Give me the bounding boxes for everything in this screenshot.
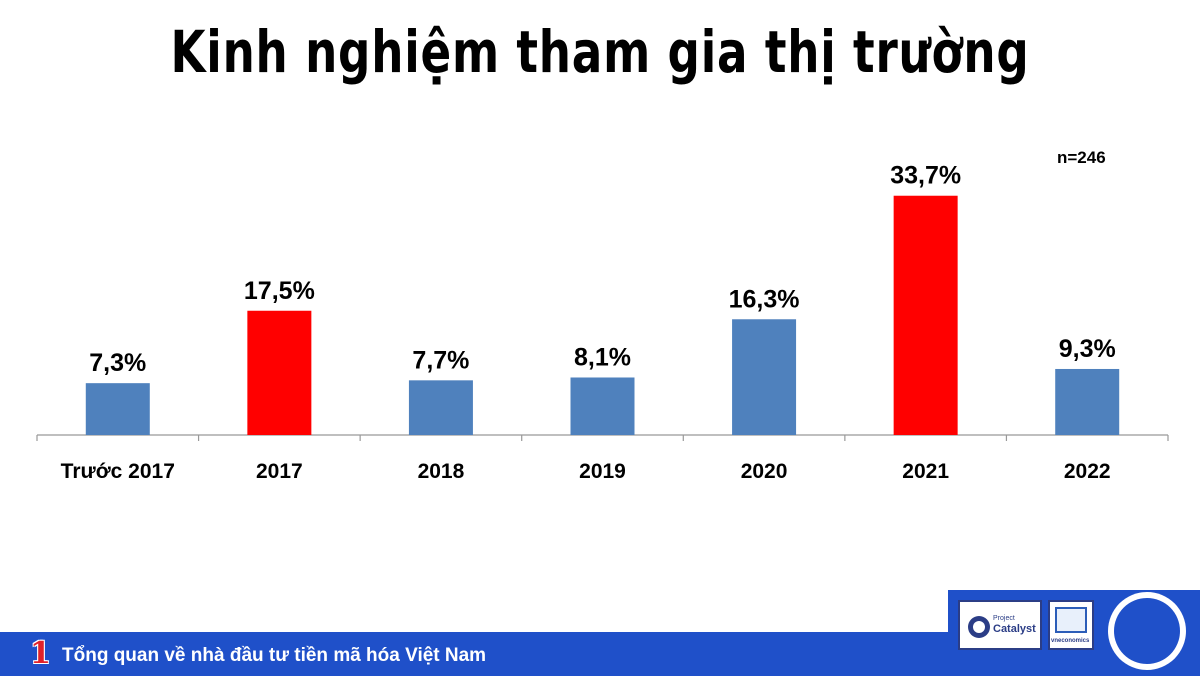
x-tick-label: 2017 xyxy=(256,460,303,483)
x-tick-label: 2019 xyxy=(579,460,626,483)
section-number: 1 xyxy=(30,636,51,671)
x-tick-label: 2020 xyxy=(741,460,788,483)
x-tick-label: 2018 xyxy=(418,460,465,483)
data-label: 7,7% xyxy=(412,346,469,374)
project-catalyst-logo: Project Catalyst xyxy=(958,600,1042,650)
book-chart-icon xyxy=(1055,607,1087,633)
catalyst-ring-icon xyxy=(968,616,990,638)
cardano-logo xyxy=(1108,592,1186,670)
bar-chart: 7,3% Trước 2017 17,5% 2017 7,7% 2018 8,1% 2019 1… xyxy=(36,162,1169,483)
bar-3 xyxy=(408,380,473,435)
bar-2 xyxy=(247,310,312,435)
catalyst-logo-main: Catalyst xyxy=(993,623,1036,635)
vneconomics-logo: vneconomics xyxy=(1048,600,1094,650)
x-tick-label: Trước 2017 xyxy=(61,460,175,483)
sample-size-label: n=246 xyxy=(1057,148,1106,167)
bar-6 xyxy=(893,195,958,435)
cardano-icon xyxy=(1114,598,1180,664)
data-label: 9,3% xyxy=(1059,335,1116,363)
bar-4 xyxy=(570,377,635,435)
x-tick-label: 2022 xyxy=(1064,460,1111,483)
data-label: 7,3% xyxy=(89,349,146,377)
bar-1 xyxy=(85,383,150,435)
footer-text: Tổng quan về nhà đầu tư tiền mã hóa Việt… xyxy=(62,645,487,666)
data-label: 8,1% xyxy=(574,343,631,371)
chart-title: Kinh nghiệm tham gia thị trường xyxy=(170,18,1030,86)
vneconomics-label: vneconomics xyxy=(1051,638,1090,644)
data-label: 33,7% xyxy=(890,162,961,190)
bar-5 xyxy=(732,319,797,435)
bar-7 xyxy=(1055,368,1120,435)
x-tick-label: 2021 xyxy=(902,460,949,483)
data-label: 16,3% xyxy=(729,285,800,313)
data-label: 17,5% xyxy=(244,277,315,305)
catalyst-logo-top: Project xyxy=(993,615,1015,622)
